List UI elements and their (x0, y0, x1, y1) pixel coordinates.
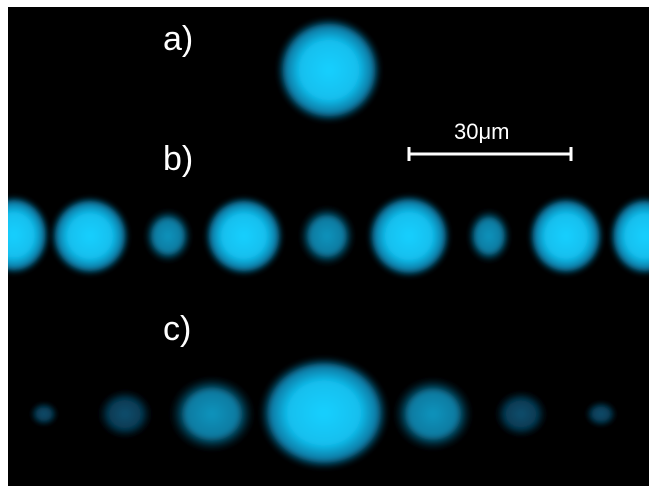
spot-row-c (30, 356, 617, 470)
microscopy-image: a) b) c) 30μm (8, 7, 649, 486)
spot-b (367, 194, 451, 278)
spot-c (494, 390, 548, 438)
spot-c (30, 402, 58, 426)
spot-b (467, 209, 511, 263)
spot-b (8, 195, 50, 275)
spot-b (299, 206, 355, 266)
spot-row-b (8, 194, 649, 278)
spot-c (393, 377, 473, 451)
spot-c (169, 376, 255, 452)
spot-canvas (8, 17, 649, 470)
spot-b (528, 196, 604, 276)
scale-bar (407, 147, 573, 161)
spot-c (97, 389, 153, 439)
spot-c (585, 401, 617, 427)
spot-b (204, 196, 284, 276)
spot-b (50, 196, 130, 276)
spot-a (276, 17, 382, 123)
panel-label-b: b) (163, 140, 194, 178)
spot-b (144, 209, 192, 263)
spot-b (609, 196, 649, 276)
spot-c (259, 356, 389, 470)
panel-label-a: a) (163, 20, 194, 58)
panel-label-c: c) (163, 310, 192, 348)
scale-bar-label: 30μm (454, 119, 510, 144)
